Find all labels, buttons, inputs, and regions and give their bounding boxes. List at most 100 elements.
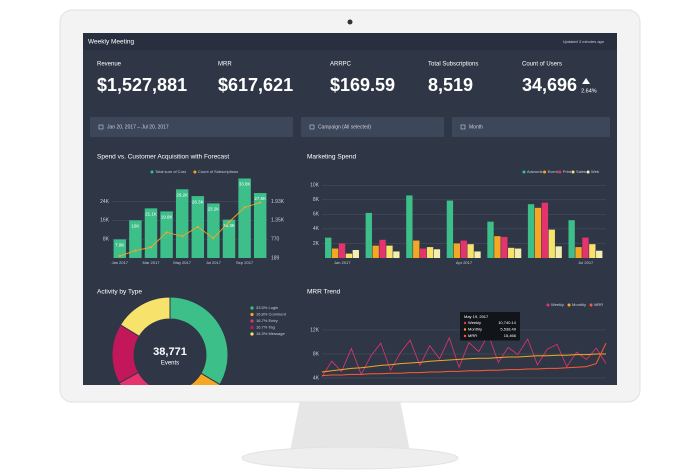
line-point — [259, 201, 262, 204]
monitor-neck — [290, 400, 410, 452]
legend-swatch — [193, 170, 197, 174]
line-point — [227, 220, 231, 224]
kpi-value: $169.59 — [330, 75, 395, 95]
filter-icon — [98, 124, 104, 130]
bar — [386, 245, 393, 258]
kpi-value: $617,621 — [218, 75, 293, 95]
legend-swatch — [546, 303, 550, 307]
legend-swatch — [150, 170, 154, 174]
yticks-label: 4K — [313, 375, 320, 381]
legend-label: Total sum of Cost — [155, 169, 187, 174]
legend-value: 16.7% — [256, 318, 268, 323]
yticks-label: 24K — [100, 199, 110, 205]
bar — [467, 244, 474, 258]
legend-label: Adwords — [527, 169, 543, 174]
yticks-label: 12K — [310, 327, 320, 333]
bar — [596, 250, 603, 258]
dashboard-title: Weekly Meeting — [88, 39, 135, 46]
legend-label: Count of Subscriptions — [198, 169, 238, 174]
kpi-value: $1,527,881 — [97, 75, 187, 95]
x-tick-label: Apr 2017 — [456, 260, 473, 265]
change-arrow — [582, 78, 591, 84]
yticks-label: 8K — [103, 237, 110, 243]
legend-label: Monthly — [572, 302, 586, 307]
bar — [160, 211, 173, 258]
monitor-base — [241, 446, 459, 470]
kpi-value: 34,696 — [522, 75, 577, 95]
bar — [494, 236, 501, 258]
chart-title: MRR Trend — [307, 289, 341, 296]
bar-value-label: 16.3K — [223, 223, 235, 228]
bar — [331, 248, 339, 258]
bar — [419, 248, 427, 258]
bar — [238, 178, 251, 258]
kpi-value: 8,519 — [428, 75, 473, 95]
bar — [446, 200, 454, 258]
legend-swatch — [558, 170, 562, 174]
bar — [345, 253, 353, 258]
bar — [175, 189, 189, 258]
tooltip-swatch — [463, 334, 467, 338]
x-tick-label: Jul 2017 — [578, 260, 594, 265]
bar — [508, 247, 515, 258]
line-point — [165, 231, 168, 234]
legend-swatch — [250, 306, 254, 310]
tooltip-box — [460, 312, 520, 341]
kpi-label: Revenue — [97, 62, 122, 68]
line-series — [321, 333, 607, 378]
legend-label: Weekly — [551, 302, 564, 307]
x-tick-label: Sep 2017 — [236, 260, 254, 265]
legend-name: Tag — [268, 325, 274, 330]
filter-text: Month — [469, 124, 483, 130]
bar-value-label: 29.2K — [176, 192, 188, 197]
bar — [406, 195, 413, 258]
donut-slice — [188, 372, 221, 385]
yticks-label: 8K — [313, 351, 320, 357]
bar — [568, 220, 575, 258]
kpi-label: Count of Users — [522, 62, 562, 68]
legend-label: MRR — [594, 302, 603, 307]
yticks-label: 4K — [313, 226, 320, 232]
yticks-label: 8K — [313, 197, 320, 203]
donut-slice — [119, 296, 171, 337]
line-series — [321, 342, 607, 377]
x-tick-label: May 2017 — [173, 260, 191, 265]
filter-text: Jan 20, 2017 – Jul 20, 2017 — [107, 124, 169, 130]
legend-swatch — [589, 303, 593, 307]
legend-swatch — [571, 170, 575, 174]
bar-value-label: 23.2K — [208, 207, 220, 212]
filter-icon — [309, 124, 315, 130]
x-tick-label: Jul 2017 — [206, 260, 222, 265]
bar — [501, 236, 508, 258]
donut-center-label: Events — [161, 361, 179, 367]
legend-name: Message — [268, 331, 285, 336]
line-point — [118, 254, 121, 258]
bar-value-label: 7.9K — [115, 243, 124, 248]
bar — [365, 212, 372, 258]
tooltip-name: MRR — [468, 333, 477, 338]
y2ticks-label: 189 — [271, 255, 280, 261]
legend-label: Sales — [576, 169, 586, 174]
legend-label: Web — [591, 169, 600, 174]
line-point — [196, 225, 199, 228]
legend-value: 33.5% — [256, 305, 268, 310]
legend-name: Comment — [268, 312, 286, 317]
line-series — [321, 353, 606, 373]
kpi-label: Total Subscriptions — [428, 62, 478, 68]
bar-value-label: 19.8K — [161, 215, 173, 220]
bar-value-label: 33.8K — [239, 182, 251, 187]
legend-label: 16.7% Tag — [256, 325, 275, 330]
x-tick-label: Jan 2017 — [112, 260, 129, 265]
bar — [325, 237, 332, 258]
tooltip-value: 5,538.49 — [500, 327, 516, 332]
bar — [113, 239, 127, 258]
kpi-label: MRR — [218, 62, 232, 68]
bar — [589, 244, 596, 258]
filter-box — [301, 117, 444, 137]
legend-value: 16.7% — [256, 325, 268, 330]
y2ticks-label: 1.93K — [271, 199, 285, 205]
bar — [460, 240, 467, 258]
legend-value: 16.8% — [256, 312, 268, 317]
bar — [372, 245, 379, 258]
bar — [413, 240, 420, 258]
